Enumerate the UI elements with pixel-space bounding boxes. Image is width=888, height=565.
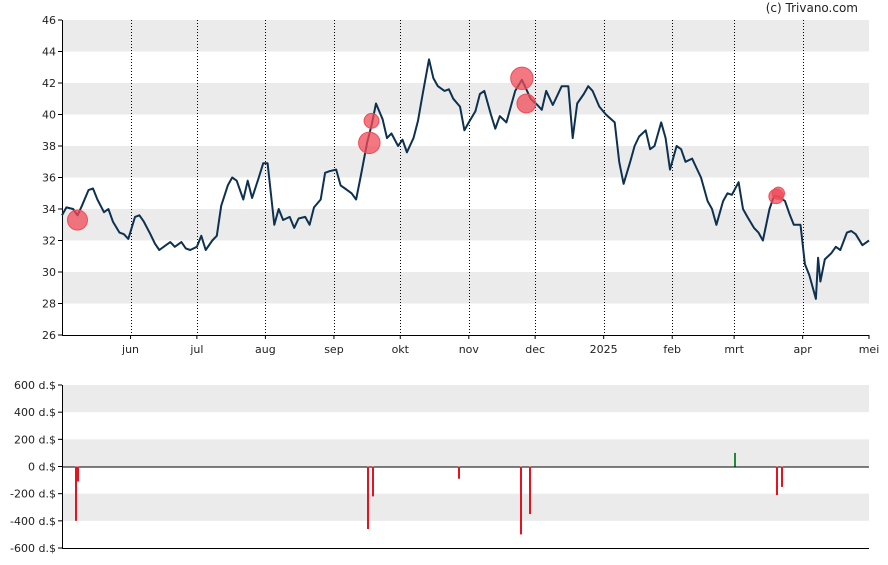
price-x-tick-label: jul [189,343,203,356]
trade-y-tick-label: 0 d.$ [28,461,56,474]
trade-sell-bar [776,466,778,496]
price-x-tick-label: apr [794,343,813,356]
price-x-tick-label: mrt [724,343,744,356]
price-y-tick-label: 42 [42,77,56,90]
credit-text: (c) Trivano.com [765,1,858,15]
price-grid-band [62,272,869,304]
trade-grid-band [62,439,869,467]
trade-y-tick-label: 400 d.$ [14,406,56,419]
trade-marker-point [66,209,88,231]
trade-y-tick-label: -400 d.$ [10,515,56,528]
price-x-tick-label: aug [255,343,276,356]
price-y-tick-label: 46 [42,14,56,27]
price-grid-band [62,209,869,241]
price-x-tick-label: 2025 [590,343,618,356]
trade-buy-bar [734,452,736,467]
trade-y-tick-label: 200 d.$ [14,433,56,446]
trade-marker-point [363,112,380,129]
price-y-tick-label: 30 [42,266,56,279]
price-x-tick-label: sep [324,343,343,356]
price-grid-band [62,20,869,52]
trade-y-tick-label: 600 d.$ [14,379,56,392]
trade-sell-bar [781,466,783,487]
price-y-tick-label: 32 [42,235,56,248]
trade-marker-point [510,66,534,90]
trade-sell-bar [458,466,460,479]
trade-sell-bar [520,466,522,535]
trade-sell-bar [367,466,369,529]
price-y-tick-label: 28 [42,298,56,311]
price-x-tick-label: mei [859,343,880,356]
price-y-tick-label: 40 [42,109,56,122]
trade-sell-bar [75,466,77,521]
trade-grid-band [62,385,869,413]
price-grid-band [62,146,869,178]
price-x-tick-label: feb [663,343,681,356]
price-chart-panel: 26 28 30 32 34 36 38 40 42 44 46 jun jul aug sep okt nov… [42,14,879,356]
price-series-line [61,58,870,300]
price-x-tick-label: jun [121,343,139,356]
price-y-tick-label: 26 [42,329,56,342]
trade-volume-panel: 600 d.$ 400 d.$ 200 d.$ 0 d.$ -200 d.$ -400 d… [10,379,869,555]
price-y-tick-label: 38 [42,140,56,153]
trade-sell-bar [372,466,374,497]
trade-marker-point [771,186,785,200]
price-y-tick-label: 34 [42,203,56,216]
price-x-tick-label: okt [392,343,410,356]
trade-marker-point [516,93,537,114]
price-x-tick-label: dec [525,343,545,356]
price-x-tick-label: nov [459,343,480,356]
price-grid-band [62,83,869,115]
price-y-tick-label: 44 [42,46,56,59]
trade-grid-band [62,493,869,521]
price-y-tick-label: 36 [42,172,56,185]
trade-y-tick-label: -600 d.$ [10,542,56,555]
trade-sell-bar [77,466,79,482]
trade-marker-point [358,131,381,155]
trade-y-tick-label: -200 d.$ [10,488,56,501]
trade-sell-bar [529,466,531,515]
